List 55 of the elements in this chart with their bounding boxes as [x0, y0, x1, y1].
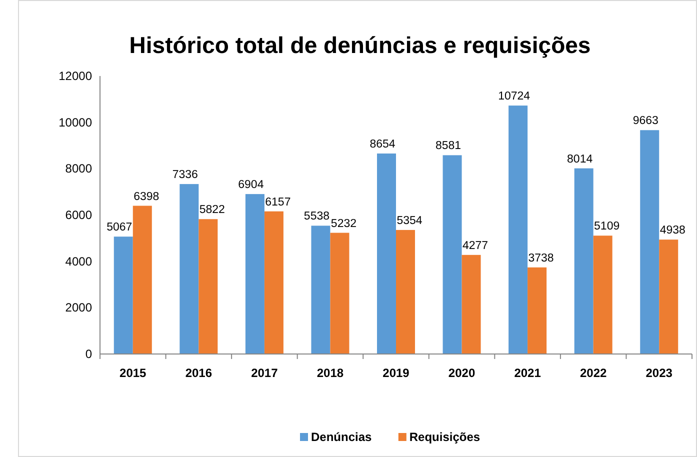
bar: [180, 184, 199, 354]
legend-label: Requisições: [409, 430, 480, 444]
y-tick-label: 8000: [65, 162, 92, 176]
y-tick-label: 12000: [58, 69, 92, 83]
data-label: 5822: [199, 204, 225, 216]
x-tick-label: 2018: [316, 366, 344, 380]
bar: [442, 155, 462, 354]
data-label: 9663: [632, 115, 658, 128]
data-label: 4277: [462, 240, 488, 252]
x-tick-label: 2019: [382, 366, 410, 380]
bar: [593, 236, 612, 354]
data-label: 8581: [435, 140, 462, 152]
x-tick-label: 2016: [185, 366, 212, 380]
bar: [640, 130, 660, 354]
data-label: 5067: [106, 222, 132, 234]
y-tick-label: 10000: [58, 115, 92, 130]
data-label: 10724: [498, 90, 531, 103]
bar: [574, 168, 594, 354]
data-label: 5538: [304, 210, 330, 223]
y-tick-label: 0: [85, 347, 92, 361]
data-label: 6157: [265, 196, 291, 208]
bar: [396, 230, 415, 354]
x-tick-label: 2015: [120, 366, 147, 380]
data-label: 4938: [660, 224, 686, 237]
data-label: 8654: [370, 138, 396, 151]
data-label: 8014: [567, 153, 594, 166]
bar: [264, 211, 284, 354]
bar: [377, 154, 396, 354]
y-tick-label: 6000: [65, 208, 92, 222]
x-tick-label: 2017: [251, 366, 278, 380]
y-tick-label: 4000: [65, 254, 92, 268]
bar: [508, 106, 528, 354]
legend-label: Denúncias: [311, 430, 372, 444]
bar: [114, 236, 133, 354]
bar: [528, 267, 547, 354]
chart-title: Histórico total de denúncias e requisições: [129, 32, 591, 58]
data-label: 5109: [594, 220, 620, 233]
bar: [198, 219, 218, 354]
data-label: 5232: [330, 218, 357, 230]
x-tick-label: 2022: [580, 366, 608, 380]
data-label: 5354: [396, 214, 423, 227]
data-label: 7336: [172, 169, 198, 182]
bar: [245, 194, 264, 354]
x-tick-label: 2021: [514, 366, 542, 380]
data-label: 6904: [238, 179, 264, 192]
x-tick-label: 2023: [646, 366, 673, 380]
bar: [659, 240, 678, 354]
bar: [311, 226, 330, 354]
data-label: 3738: [528, 252, 554, 264]
bar: [330, 232, 350, 354]
x-tick-label: 2020: [448, 366, 476, 380]
y-tick-label: 2000: [65, 300, 92, 315]
data-label: 6398: [134, 190, 160, 203]
bar: [462, 254, 481, 354]
bar: [132, 206, 152, 354]
